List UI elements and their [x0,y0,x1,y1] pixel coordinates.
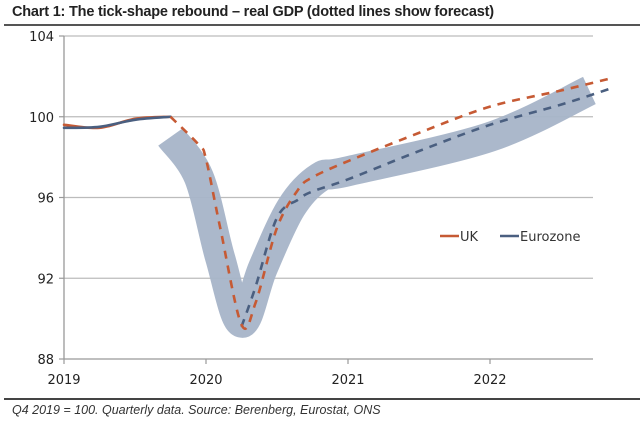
x-tick-label: 2019 [47,373,80,388]
y-tick-label: 100 [29,111,54,126]
y-tick-label: 92 [37,272,54,287]
gridlines [64,35,593,279]
title-divider [4,24,640,26]
uk-forecast-line [169,77,612,331]
footnote-divider [4,398,640,400]
eurozone-actual-line [62,115,172,130]
chart-footnote: Q4 2019 = 100. Quarterly data. Source: B… [12,403,381,417]
legend: UK Eurozone [440,230,580,245]
legend-label-uk: UK [460,230,479,245]
x-tick-label: 2021 [331,373,364,388]
tick-labels: 88 92 96 100 104 2019 2020 2021 2022 [29,30,506,388]
chart-title: Chart 1: The tick-shape rebound – real G… [12,4,494,20]
y-tick-label: 104 [29,30,54,45]
axes [59,35,593,364]
legend-label-eurozone: Eurozone [520,230,580,245]
y-tick-label: 96 [37,192,54,207]
eurozone-forecast-line [240,87,612,328]
series-lines [62,77,612,331]
y-tick-label: 88 [37,353,54,368]
x-tick-label: 2020 [189,373,222,388]
x-tick-label: 2022 [473,373,506,388]
forecast-band [158,76,596,338]
forecast-band-shape [158,76,596,338]
